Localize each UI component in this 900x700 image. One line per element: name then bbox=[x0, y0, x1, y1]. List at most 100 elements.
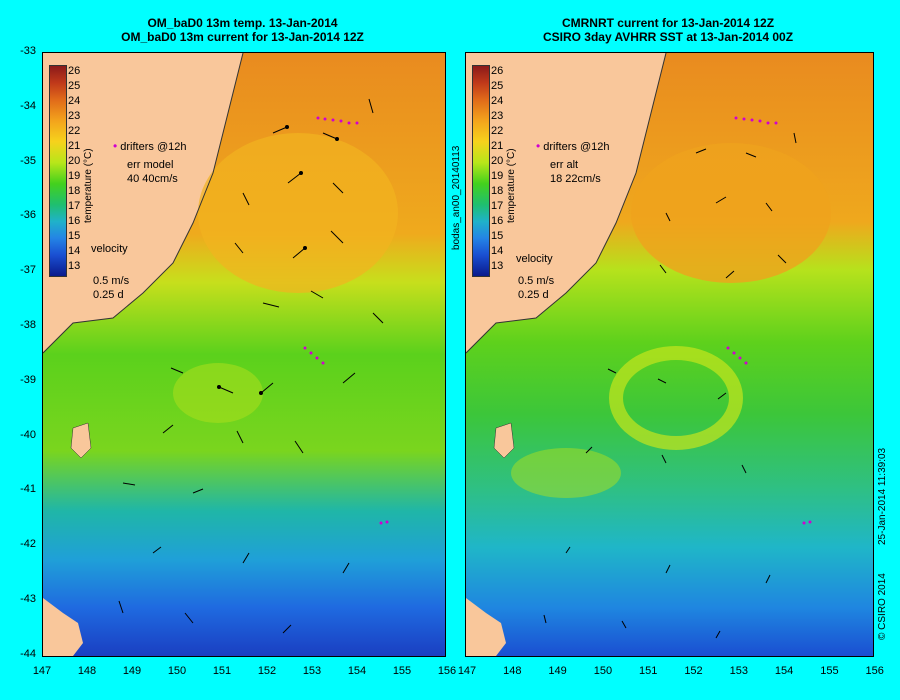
left-map-panel: 26 25 24 23 22 21 20 19 18 17 16 15 14 13 temperature… bbox=[42, 52, 446, 657]
right-sst-map bbox=[466, 53, 873, 656]
colorbar-tick-label: 26 bbox=[491, 65, 504, 77]
left-colorbar bbox=[49, 65, 67, 277]
x-tick-label: 153 bbox=[729, 665, 748, 677]
timestamp-label: 25-Jan-2014 11:39:03 bbox=[877, 447, 888, 545]
colorbar-tick-label: 23 bbox=[491, 110, 504, 122]
colorbar-tick-label: 20 bbox=[68, 155, 81, 167]
left-drifter-label: drifters @12h bbox=[120, 141, 187, 153]
colorbar-tick-label: 15 bbox=[68, 230, 81, 242]
colorbar-tick-label: 24 bbox=[68, 95, 81, 107]
right-colorbar bbox=[472, 65, 490, 277]
left-velocity-label: velocity bbox=[91, 243, 128, 255]
colorbar-tick-label: 18 bbox=[491, 185, 504, 197]
x-tick-label: 151 bbox=[639, 665, 658, 677]
colorbar-tick-label: 21 bbox=[68, 140, 81, 152]
x-tick-label: 156 bbox=[437, 665, 457, 677]
x-tick-label: 153 bbox=[302, 665, 322, 677]
right-velocity-time: 0.25 d bbox=[518, 289, 549, 301]
x-tick-label: 148 bbox=[77, 665, 97, 677]
warm-eddy bbox=[198, 133, 398, 293]
velocity-arrows bbox=[118, 98, 384, 634]
warm-eddy bbox=[631, 143, 831, 283]
x-tick-label: 148 bbox=[503, 665, 522, 677]
right-colorbar-title: temperature (°C) bbox=[506, 148, 517, 223]
y-tick-label: -41 bbox=[20, 483, 36, 496]
drifter-tracks bbox=[303, 116, 389, 525]
left-velocity-scale: 0.5 m/s bbox=[93, 275, 130, 287]
y-tick-label: -33 bbox=[20, 45, 36, 57]
ocean-region bbox=[43, 53, 445, 656]
colorbar-tick-label: 17 bbox=[68, 200, 81, 212]
y-tick-label: -44 bbox=[20, 647, 36, 660]
colorbar-tick-label: 19 bbox=[68, 170, 81, 182]
left-velocity-time: 0.25 d bbox=[93, 289, 124, 301]
colorbar-tick-label: 14 bbox=[491, 245, 504, 257]
coastline bbox=[466, 53, 667, 354]
colorbar-tick-label: 14 bbox=[68, 245, 81, 257]
y-tick-label: -42 bbox=[20, 538, 36, 551]
x-tick-label: 152 bbox=[257, 665, 277, 677]
copyright-label: © CSIRO 2014 bbox=[877, 573, 888, 640]
colorbar-tick-label: 25 bbox=[491, 80, 504, 92]
right-err-label: err alt bbox=[550, 159, 579, 171]
x-tick-label: 154 bbox=[347, 665, 367, 677]
y-tick-label: -39 bbox=[20, 373, 36, 386]
colorbar-tick-label: 17 bbox=[491, 200, 504, 212]
x-tick-label: 150 bbox=[593, 665, 613, 677]
run-id-label: bodas_an00_20140113 bbox=[451, 145, 462, 250]
x-tick-label: 147 bbox=[457, 665, 477, 677]
x-tick-label: 149 bbox=[548, 665, 567, 677]
y-tick-label: -40 bbox=[20, 428, 36, 441]
x-tick-label: 152 bbox=[684, 665, 703, 677]
tasmania-land bbox=[43, 598, 83, 656]
left-err-label: err model bbox=[127, 159, 174, 171]
right-drifter-legend: • drifters @12h bbox=[536, 139, 609, 153]
drifter-marker-icon: • bbox=[113, 139, 118, 153]
colorbar-tick-label: 13 bbox=[68, 260, 81, 272]
colorbar-tick-label: 23 bbox=[68, 110, 81, 122]
y-tick-label: -35 bbox=[20, 154, 36, 167]
velocity-arrows bbox=[543, 132, 797, 639]
colorbar-tick-label: 18 bbox=[68, 185, 81, 197]
left-sst-map bbox=[43, 53, 445, 656]
y-tick-label: -36 bbox=[20, 209, 36, 222]
left-err-value: 40 40cm/s bbox=[127, 173, 178, 185]
x-tick-label: 151 bbox=[212, 665, 232, 677]
x-tick-label: 156 bbox=[865, 665, 884, 677]
coastline bbox=[43, 53, 244, 354]
cyclonic-ring bbox=[609, 346, 743, 450]
colorbar-tick-label: 26 bbox=[68, 65, 81, 77]
colorbar-tick-label: 16 bbox=[491, 215, 504, 227]
colorbar-tick-label: 19 bbox=[491, 170, 504, 182]
colorbar-tick-label: 22 bbox=[68, 125, 81, 137]
right-map-panel: 26 25 24 23 22 21 20 19 18 17 16 15 14 13 temperature… bbox=[465, 52, 874, 657]
island bbox=[70, 422, 92, 459]
x-tick-label: 149 bbox=[122, 665, 142, 677]
x-tick-label: 155 bbox=[820, 665, 839, 677]
left-panel-title: OM_baD0 13m temp. 13-Jan-2014 OM_baD0 13… bbox=[40, 16, 445, 44]
left-title-line1: OM_baD0 13m temp. 13-Jan-2014 bbox=[147, 16, 338, 30]
colorbar-tick-label: 22 bbox=[491, 125, 504, 137]
left-colorbar-title: temperature (°C) bbox=[83, 148, 94, 223]
right-err-value: 18 22cm/s bbox=[550, 173, 601, 185]
x-tick-label: 154 bbox=[774, 665, 794, 677]
colorbar-tick-label: 21 bbox=[491, 140, 504, 152]
colorbar-tick-label: 13 bbox=[491, 260, 504, 272]
island bbox=[493, 422, 515, 459]
colorbar-tick-label: 20 bbox=[491, 155, 504, 167]
y-tick-label: -34 bbox=[20, 99, 36, 112]
colorbar-tick-label: 16 bbox=[68, 215, 81, 227]
tasmania-land bbox=[466, 598, 506, 656]
y-tick-label: -38 bbox=[20, 319, 36, 331]
drifter-tracks bbox=[726, 116, 812, 525]
colorbar-tick-label: 25 bbox=[68, 80, 81, 92]
left-title-line2: OM_baD0 13m current for 13-Jan-2014 12Z bbox=[121, 30, 364, 44]
right-title-line1: CMRNRT current for 13-Jan-2014 12Z bbox=[561, 16, 775, 30]
colorbar-tick-label: 15 bbox=[491, 230, 504, 242]
right-velocity-label: velocity bbox=[516, 253, 553, 265]
x-tick-label: 155 bbox=[392, 665, 412, 677]
y-tick-label: -43 bbox=[20, 593, 36, 605]
right-title-line2: CSIRO 3day AVHRR SST at 13-Jan-2014 00Z bbox=[542, 30, 794, 44]
drifter-marker-icon: • bbox=[536, 139, 541, 153]
x-tick-label: 147 bbox=[32, 665, 52, 677]
